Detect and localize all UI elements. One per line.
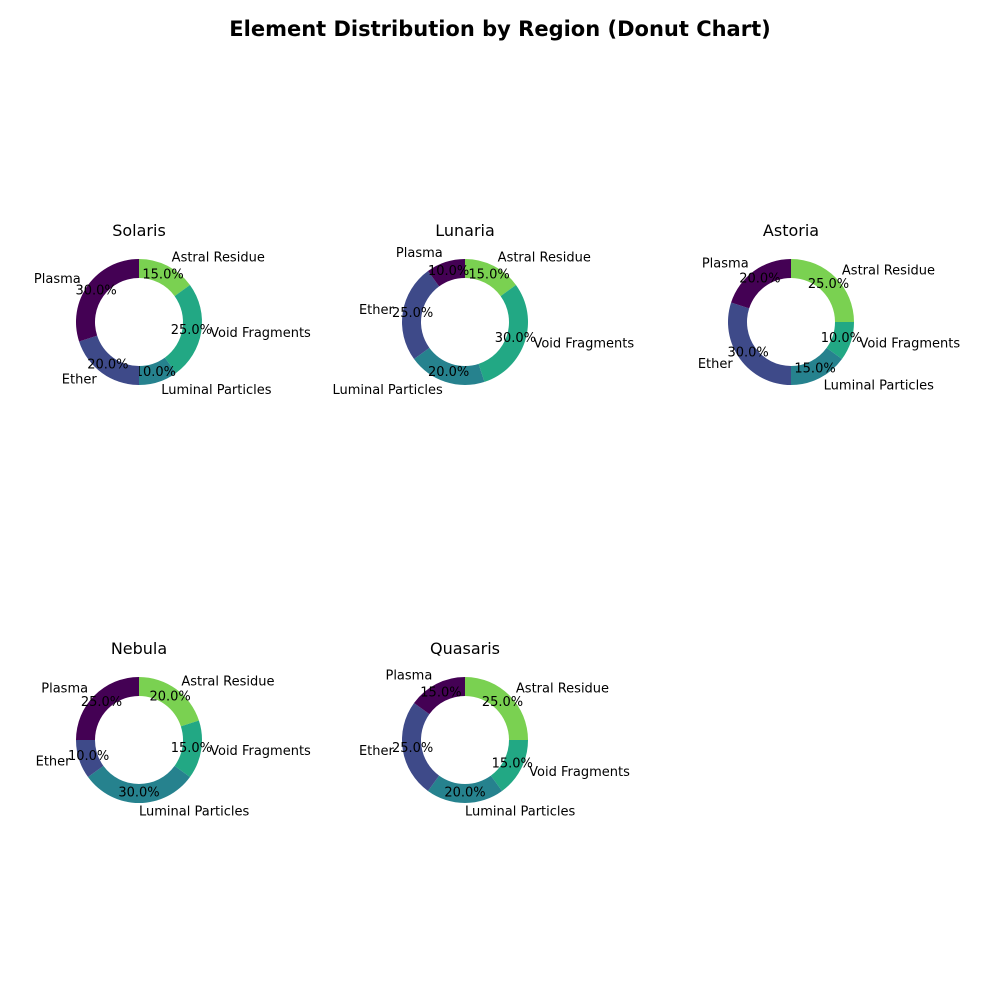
slice-percent-label: 15.0% — [142, 267, 183, 282]
slice-astral-residue — [465, 677, 528, 740]
slice-label: Ether — [698, 357, 734, 372]
slice-percent-label: 30.0% — [727, 346, 768, 361]
donut-solaris: Solaris Astral Residue 15.0% Void Fragments… — [34, 221, 311, 398]
slice-percent-label: 20.0% — [428, 365, 469, 380]
slice-percent-label: 10.0% — [68, 749, 109, 764]
slice-plasma — [414, 677, 465, 715]
slice-percent-label: 25.0% — [392, 741, 433, 756]
subplot-title: Lunaria — [435, 221, 495, 240]
subplot-title: Quasaris — [430, 639, 500, 658]
slice-plasma — [731, 259, 791, 309]
subplot-title: Astoria — [763, 221, 819, 240]
slice-plasma — [427, 259, 465, 287]
slice-void-fragments — [490, 740, 528, 791]
slice-label: Plasma — [41, 682, 88, 697]
slice-luminal-particles — [414, 347, 485, 386]
slice-label: Luminal Particles — [332, 383, 443, 398]
subplot-title: Nebula — [111, 639, 167, 658]
slice-percent-label: 25.0% — [482, 695, 523, 710]
slice-label: Void Fragments — [533, 337, 634, 352]
slice-percent-label: 20.0% — [739, 272, 780, 287]
slice-percent-label: 15.0% — [492, 757, 533, 772]
slice-luminal-particles — [791, 347, 842, 385]
slice-label: Void Fragments — [210, 744, 311, 759]
slice-astral-residue — [139, 259, 190, 297]
slice-luminal-particles — [427, 775, 503, 803]
slice-astral-residue — [465, 259, 516, 297]
slice-void-fragments — [174, 720, 202, 778]
slice-percent-label: 25.0% — [808, 277, 849, 292]
slice-label: Ether — [359, 303, 395, 318]
subplot-title: Solaris — [112, 221, 166, 240]
slice-luminal-particles — [139, 357, 177, 385]
slice-label: Plasma — [34, 272, 81, 287]
slice-percent-label: 15.0% — [420, 685, 461, 700]
slice-percent-label: 15.0% — [468, 267, 509, 282]
slice-void-fragments — [826, 322, 854, 360]
slice-label: Plasma — [385, 668, 432, 683]
slice-void-fragments — [478, 284, 528, 382]
slice-label: Astral Residue — [172, 250, 265, 265]
slice-plasma — [76, 677, 139, 740]
slice-plasma — [76, 259, 139, 342]
slice-ether — [728, 302, 791, 385]
slice-luminal-particles — [88, 765, 190, 804]
slice-percent-label: 30.0% — [75, 283, 116, 298]
slice-percent-label: 30.0% — [118, 786, 159, 801]
slice-label: Ether — [359, 744, 395, 759]
slice-void-fragments — [164, 284, 202, 373]
slice-label: Plasma — [702, 256, 749, 271]
slice-label: Ether — [36, 755, 72, 770]
slice-label: Luminal Particles — [161, 383, 272, 398]
slice-percent-label: 20.0% — [149, 690, 190, 705]
slice-label: Astral Residue — [842, 264, 935, 279]
slice-ether — [79, 335, 139, 385]
slice-label: Void Fragments — [529, 765, 630, 780]
slice-ether — [402, 271, 440, 360]
slice-label: Luminal Particles — [824, 379, 935, 394]
slice-label: Plasma — [396, 246, 443, 261]
slice-label: Luminal Particles — [465, 805, 576, 820]
slice-percent-label: 20.0% — [87, 357, 128, 372]
slice-percent-label: 15.0% — [794, 362, 835, 377]
slice-percent-label: 15.0% — [171, 741, 212, 756]
slice-percent-label: 10.0% — [135, 365, 176, 380]
slice-astral-residue — [791, 259, 854, 322]
slice-label: Void Fragments — [859, 337, 960, 352]
slice-percent-label: 25.0% — [171, 323, 212, 338]
slice-percent-label: 10.0% — [821, 331, 862, 346]
slice-astral-residue — [139, 677, 199, 727]
slice-percent-label: 10.0% — [428, 264, 469, 279]
slice-percent-label: 30.0% — [495, 331, 536, 346]
slice-percent-label: 25.0% — [392, 306, 433, 321]
slice-label: Void Fragments — [210, 326, 311, 341]
slice-percent-label: 20.0% — [444, 786, 485, 801]
slice-label: Luminal Particles — [139, 805, 250, 820]
slice-label: Ether — [62, 373, 98, 388]
figure-title: Element Distribution by Region (Donut Ch… — [229, 17, 770, 41]
slice-ether — [76, 740, 104, 778]
slice-ether — [402, 702, 440, 791]
slice-label: Astral Residue — [516, 682, 609, 697]
slice-label: Astral Residue — [181, 674, 274, 689]
slice-percent-label: 25.0% — [81, 695, 122, 710]
slice-label: Astral Residue — [498, 250, 591, 265]
